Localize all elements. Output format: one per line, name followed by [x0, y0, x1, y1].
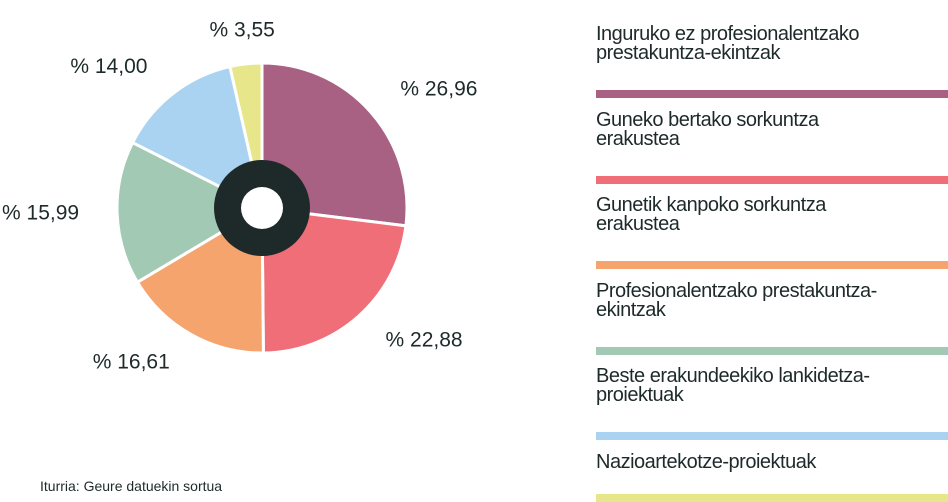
legend-label: Beste erakundeekiko lankidetza-proiektua…	[596, 365, 870, 406]
slice-label: % 15,99	[2, 202, 79, 225]
legend-item: Nazioartekotze-proiektuak	[596, 450, 948, 502]
slice-label: % 26,96	[400, 78, 477, 101]
pie-slice	[115, 140, 266, 285]
donut-hole	[241, 187, 283, 229]
legend-item: Guneko bertako sorkuntza erakustea	[596, 108, 948, 184]
legend-label: Gunetik kanpoko sorkuntza erakustea	[596, 194, 826, 235]
legend-item: Profesionalentzako prestakuntza-ekintzak	[596, 279, 948, 355]
source-note: Iturria: Geure datuekin sortua	[40, 478, 223, 494]
legend-swatch	[596, 261, 948, 269]
legend-item: Inguruko ez profesionalentzako prestakun…	[596, 23, 948, 98]
legend-swatch	[596, 346, 948, 355]
legend-swatch	[596, 90, 948, 98]
legend-swatch	[596, 493, 948, 502]
chart: % 26,96 % 22,88 % 16,61 % 15,99 % 14,00 % 3,5…	[2, 19, 477, 374]
slice-label: % 3,55	[209, 19, 274, 42]
legend-label: Profesionalentzako prestakuntza-ekintzak	[596, 279, 877, 321]
legend-label: Guneko bertako sorkuntza erakustea	[596, 108, 819, 150]
pie-slice	[260, 206, 408, 355]
legend-item: Beste erakundeekiko lankidetza-proiektua…	[596, 365, 948, 440]
legend-label: Nazioartekotze-proiektuak	[596, 450, 816, 473]
legend-item: Gunetik kanpoko sorkuntza erakustea	[596, 194, 948, 269]
legend-swatch	[596, 432, 948, 440]
slice-label: % 22,88	[386, 328, 463, 351]
slice-label: % 14,00	[70, 55, 147, 78]
legend-label: Inguruko ez profesionalentzako prestakun…	[596, 23, 859, 64]
slice-label: % 16,61	[93, 351, 170, 374]
legend-swatch	[596, 175, 948, 184]
